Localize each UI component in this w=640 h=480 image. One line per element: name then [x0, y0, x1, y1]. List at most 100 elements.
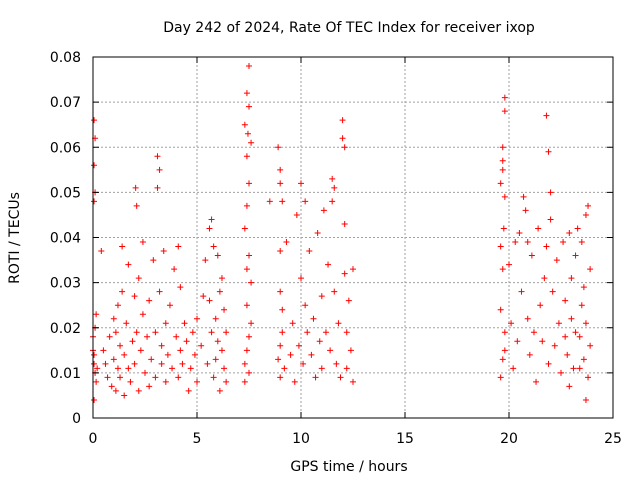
data-point — [156, 166, 163, 173]
data-point — [497, 243, 504, 250]
data-point — [543, 243, 550, 250]
x-axis-label: GPS time / hours — [290, 459, 407, 475]
data-point — [243, 153, 250, 160]
data-point — [150, 257, 157, 264]
data-point — [277, 288, 284, 295]
data-point — [514, 338, 521, 345]
data-point — [277, 342, 284, 349]
data-point — [91, 117, 98, 124]
data-point — [341, 270, 348, 277]
data-point — [537, 302, 544, 309]
data-point — [585, 202, 592, 209]
data-point — [329, 175, 336, 182]
data-point — [520, 193, 527, 200]
data-point — [302, 198, 309, 205]
data-point — [204, 360, 211, 367]
data-point — [320, 207, 327, 214]
data-point — [160, 248, 167, 255]
data-point — [210, 243, 217, 250]
data-point — [539, 338, 546, 345]
data-point — [152, 329, 159, 336]
data-point — [572, 329, 579, 336]
data-point — [208, 216, 215, 223]
data-point — [214, 338, 221, 345]
data-point — [139, 239, 146, 246]
data-point — [91, 351, 98, 358]
data-point — [112, 329, 119, 336]
data-point — [214, 252, 221, 259]
data-point — [123, 320, 130, 327]
data-point — [119, 243, 126, 250]
data-point — [212, 356, 219, 363]
data-point — [316, 338, 323, 345]
data-point — [333, 360, 340, 367]
data-point — [221, 365, 228, 372]
data-point — [241, 360, 248, 367]
data-point — [166, 302, 173, 309]
data-point — [243, 90, 250, 97]
data-point — [277, 180, 284, 187]
grid — [93, 57, 613, 418]
data-point — [243, 202, 250, 209]
data-point — [98, 248, 105, 255]
data-point — [279, 306, 286, 313]
data-point — [117, 374, 124, 381]
data-point — [547, 216, 554, 223]
data-point — [100, 347, 107, 354]
data-point — [582, 320, 589, 327]
data-point — [114, 365, 121, 372]
data-point — [133, 202, 140, 209]
data-point — [158, 360, 165, 367]
data-point — [102, 360, 109, 367]
y-tick-labels: 0 0.01 0.02 0.03 0.04 0.05 0.06 0.07 0.08 — [50, 50, 81, 427]
data-point — [541, 275, 548, 282]
data-point — [306, 248, 313, 255]
x-tick-label: 15 — [396, 431, 414, 447]
data-point — [218, 275, 225, 282]
y-tick-label: 0.03 — [50, 276, 81, 292]
data-point — [154, 153, 161, 160]
data-point — [497, 374, 504, 381]
data-point — [501, 108, 508, 115]
y-tick-label: 0.04 — [50, 231, 81, 247]
data-point — [310, 315, 317, 322]
data-point — [198, 342, 205, 349]
data-point — [177, 284, 184, 291]
data-point — [580, 284, 587, 291]
data-point — [350, 266, 356, 273]
data-point — [582, 396, 589, 403]
data-point — [564, 351, 571, 358]
data-point — [156, 288, 163, 295]
data-point — [318, 365, 325, 372]
data-point — [510, 365, 517, 372]
data-point — [345, 297, 352, 304]
data-point — [293, 211, 300, 218]
y-tick-label: 0.08 — [50, 50, 81, 66]
data-point — [104, 374, 111, 381]
data-point — [152, 374, 159, 381]
data-point — [289, 320, 296, 327]
data-point — [327, 347, 334, 354]
data-point — [162, 378, 169, 385]
data-point — [553, 257, 560, 264]
data-point — [281, 365, 288, 372]
data-point — [154, 184, 161, 191]
data-point — [110, 315, 117, 322]
data-point — [146, 383, 153, 390]
data-point — [279, 329, 286, 336]
data-point — [91, 360, 98, 367]
data-point — [146, 297, 153, 304]
data-point — [135, 275, 142, 282]
data-point — [218, 347, 225, 354]
data-point — [243, 266, 250, 273]
data-point — [94, 365, 101, 372]
data-point — [121, 392, 128, 399]
data-point — [206, 297, 213, 304]
data-point — [173, 333, 180, 340]
data-point — [572, 252, 579, 259]
data-point — [512, 239, 519, 246]
data-point — [221, 306, 228, 313]
data-point — [131, 360, 138, 367]
data-point — [555, 320, 562, 327]
